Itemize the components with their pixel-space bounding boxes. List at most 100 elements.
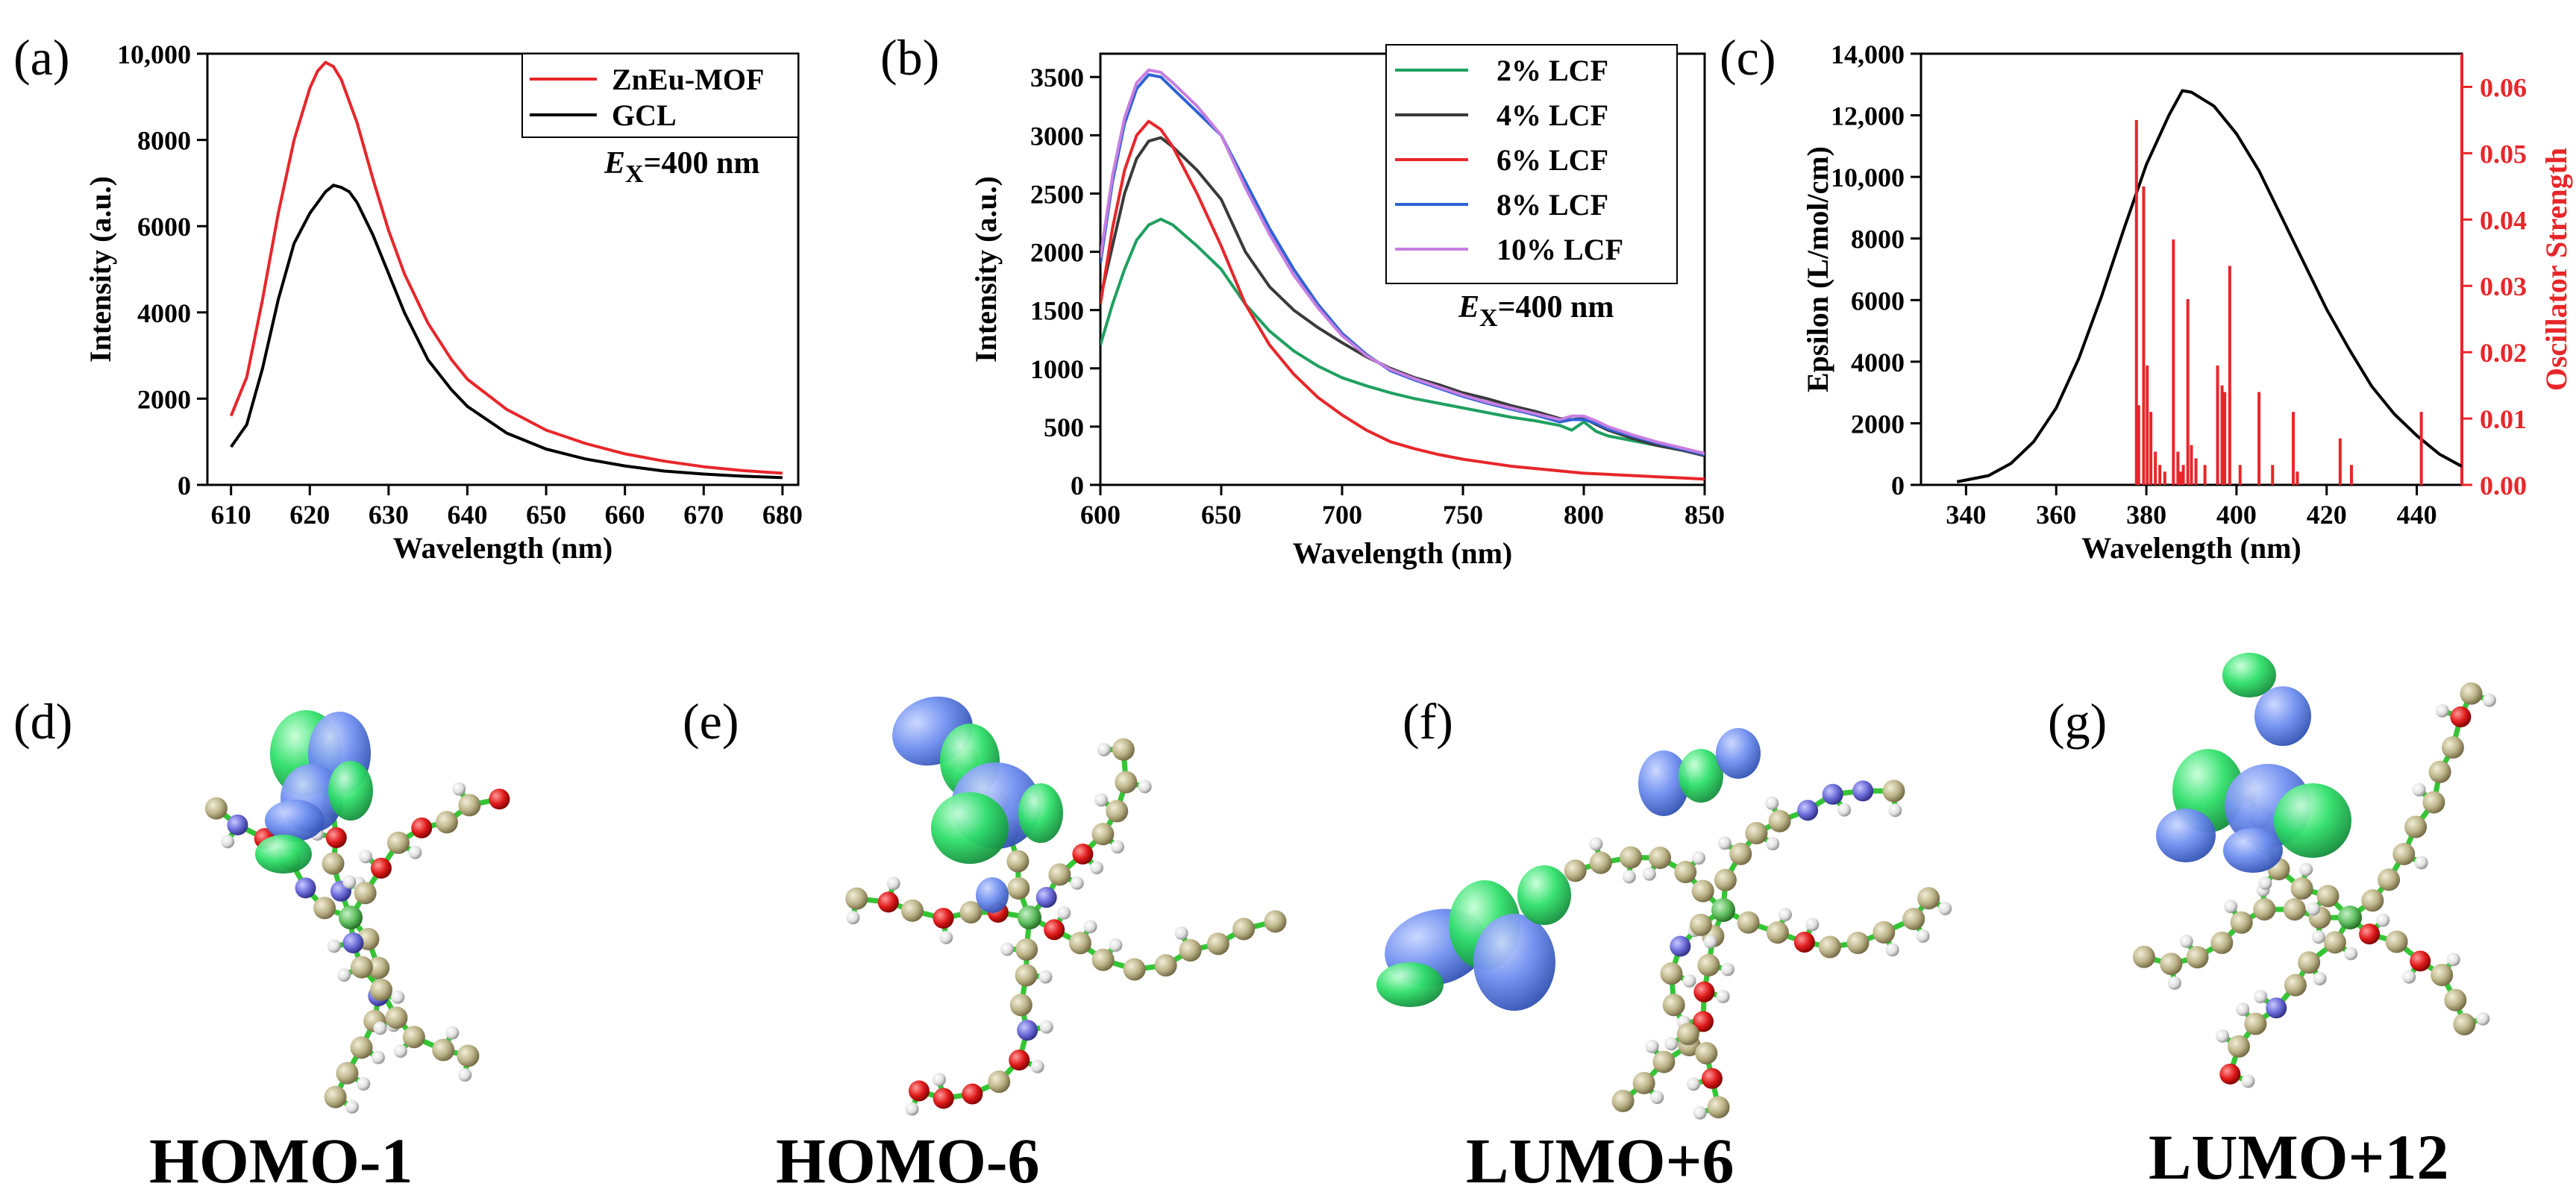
atom-C [2244,1012,2267,1035]
atom-C [2283,898,2306,921]
atom-C [1689,913,1712,936]
atom-H [221,835,235,849]
series-line-a-0 [229,60,783,475]
atom-H [1642,867,1656,881]
atom-H [1083,920,1097,934]
atom-H [371,1050,385,1064]
atom-H [1589,837,1603,851]
x-tick-label-c: 340 [1946,500,1986,530]
x-axis-title-b: Wavelength (nm) [1293,536,1512,570]
atom-N [2266,997,2287,1019]
panel-label-f: (f) [1403,693,1453,750]
panel-label-g: (g) [2048,693,2107,750]
legend-box-b [1385,44,1678,284]
atom-H [1692,851,1706,865]
atom-H [1622,870,1636,884]
atom-C [1660,962,1683,985]
atom-C [900,899,924,922]
atom-C [2228,1035,2251,1058]
atom-C [1232,918,1256,941]
atom-H [2167,976,2181,990]
molecule-orbital-d [204,710,510,1114]
atom-C [2323,931,2346,954]
atom-C [1564,859,1587,882]
atom-H [1888,803,1902,818]
atom-C [324,1085,347,1109]
atom-N [1852,780,1874,802]
atom-C [370,978,393,1001]
atom-C [2453,1013,2476,1036]
y-tick-label-b: 0 [1071,471,1084,501]
panel-label-b: (b) [880,29,939,86]
atom-C [2385,930,2408,953]
atom-H [1765,796,1779,810]
atom-H [1766,837,1780,851]
atom-O [877,891,899,913]
atom-C [322,852,345,875]
orbital-lobe [931,792,1009,864]
y-axis-title-b: Intensity (a.u.) [969,176,1003,363]
atom-C [959,900,983,924]
atom-H [886,877,900,891]
orbital-lobe [328,761,373,821]
atom-C [1264,910,1287,933]
atom-H [345,1100,360,1114]
atom-O [1701,1067,1723,1089]
atom-H [458,1067,472,1082]
x-tick-label-b: 850 [1685,500,1725,530]
atom-H [1109,938,1123,952]
atom-H [846,911,860,925]
atom-C [1619,846,1642,869]
atom-H [1138,780,1152,794]
atom-C [1846,931,1870,954]
atom-C [2378,868,2401,891]
panel-label-e: (e) [683,693,739,750]
y-tick-label-b: 1000 [1030,354,1084,384]
atom-O [1009,1050,1030,1071]
excitation-note-rest: =400 nm [1498,290,1614,324]
atom-H [2224,900,2238,914]
atom-C [1015,938,1038,961]
chart-b-lcf-emission: 600 650 700 750 800 850 0 500 1000 1500 2000 2500 30… [969,44,1725,570]
atom-C [350,956,373,979]
atom-C [2160,953,2183,976]
atom-O [2359,924,2381,945]
atom-H [2311,930,2325,944]
atom-H [327,939,341,953]
atom-H [357,1076,371,1091]
atom-C [1068,932,1091,955]
x-tick-label-b: 650 [1201,500,1241,530]
orbital-label-homo-6: HOMO-6 [776,1125,1040,1197]
atom-H [2179,934,2193,948]
atom-C [1674,861,1697,884]
y-tick-label-b: 3500 [1030,63,1084,92]
series-line-b-4 [1100,68,1705,455]
y2-tick-label: 0.02 [2480,338,2527,368]
atom-H [337,968,351,982]
atom-C [458,794,481,817]
atom-N [342,932,364,954]
y-tick-label-b: 500 [1044,413,1084,442]
atom-C [1766,921,1789,944]
atom-H [1703,935,1717,949]
atom-O [962,1083,983,1105]
atom-H [2476,1012,2490,1026]
excitation-note-b: EX=400 nm [1458,290,1614,332]
atom-H [2482,693,2496,707]
x-tick-label-a: 650 [526,500,566,530]
atom-C [1106,800,1129,823]
molecule-orbital-f [1376,728,1952,1120]
atom-C [1714,868,1737,891]
legend-label-b: 10% LCF [1497,233,1623,266]
atom-C [1768,809,1791,832]
atom-H [1778,908,1792,922]
atom-C [1873,921,1896,944]
atom-O [933,1088,954,1109]
atom-C [1729,842,1752,865]
atom-C [2392,842,2416,865]
atom-C [2431,964,2454,987]
atom-C [1015,964,1038,987]
excitation-note-italic: E [604,146,625,181]
y-tick-label-b: 3000 [1030,121,1084,151]
atom-C [2316,885,2340,908]
